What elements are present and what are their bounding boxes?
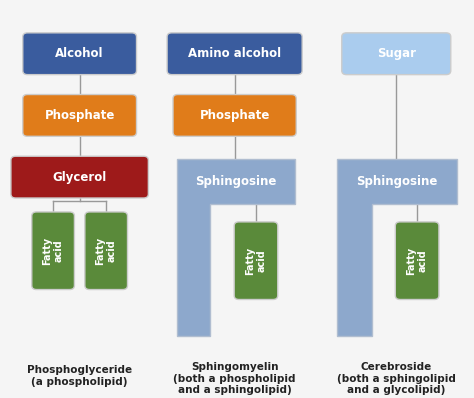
Polygon shape — [337, 159, 457, 336]
FancyBboxPatch shape — [173, 95, 296, 136]
FancyBboxPatch shape — [85, 212, 128, 290]
Text: Glycerol: Glycerol — [53, 171, 107, 183]
Text: Fatty
acid: Fatty acid — [245, 247, 267, 275]
Text: Fatty
acid: Fatty acid — [42, 237, 64, 265]
FancyBboxPatch shape — [234, 222, 278, 300]
Text: Cerebroside
(both a sphingolipid
and a glycolipid): Cerebroside (both a sphingolipid and a g… — [337, 362, 456, 396]
Text: Amino alcohol: Amino alcohol — [188, 47, 281, 60]
Text: Phosphate: Phosphate — [45, 109, 115, 122]
FancyBboxPatch shape — [11, 156, 148, 198]
FancyBboxPatch shape — [23, 95, 137, 136]
Polygon shape — [177, 159, 295, 336]
Text: Sphingosine: Sphingosine — [195, 175, 276, 188]
Text: Fatty
acid: Fatty acid — [406, 247, 428, 275]
FancyBboxPatch shape — [23, 33, 137, 75]
Text: Fatty
acid: Fatty acid — [95, 237, 117, 265]
Text: Sphingosine: Sphingosine — [356, 175, 438, 188]
Text: Alcohol: Alcohol — [55, 47, 104, 60]
Text: Phosphoglyceride
(a phospholipid): Phosphoglyceride (a phospholipid) — [27, 365, 132, 387]
FancyBboxPatch shape — [167, 33, 302, 75]
Text: Sphingomyelin
(both a phospholipid
and a sphingolipid): Sphingomyelin (both a phospholipid and a… — [173, 362, 296, 396]
Text: Phosphate: Phosphate — [200, 109, 270, 122]
FancyBboxPatch shape — [32, 212, 74, 290]
FancyBboxPatch shape — [342, 33, 451, 75]
FancyBboxPatch shape — [395, 222, 439, 300]
Text: Sugar: Sugar — [377, 47, 416, 60]
